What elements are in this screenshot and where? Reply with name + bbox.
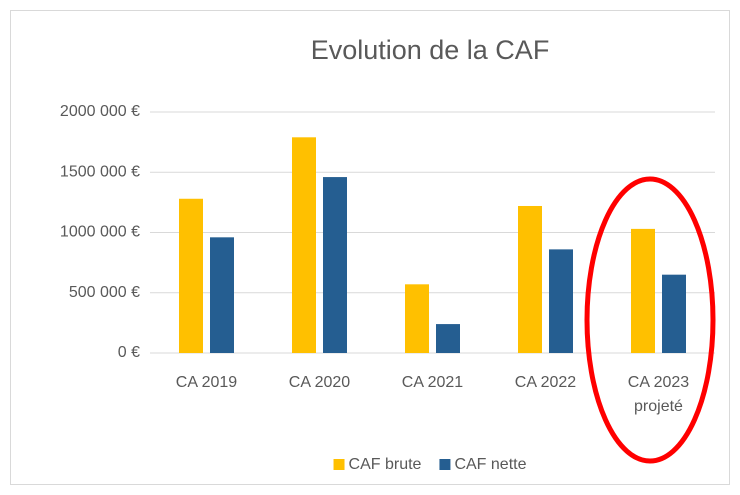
bar	[179, 198, 203, 353]
legend-label: CAF brute	[349, 456, 422, 473]
chart-border	[10, 10, 730, 485]
bar	[518, 205, 542, 353]
bar	[662, 274, 686, 353]
x-tick-label: CA 2021	[401, 374, 464, 391]
bar	[323, 177, 347, 353]
y-tick-label: 0 €	[118, 344, 140, 361]
bar	[631, 228, 655, 353]
x-tick-label: CA 2023 projeté	[627, 374, 690, 415]
y-tick-label: 1000 000 €	[60, 224, 140, 241]
bar	[210, 237, 234, 353]
x-tick-label: CA 2020	[288, 374, 351, 391]
y-tick-label: 500 000 €	[69, 284, 140, 301]
bar	[292, 137, 316, 353]
bar	[436, 324, 460, 353]
bar	[405, 284, 429, 353]
y-tick-label: 1500 000 €	[60, 163, 140, 180]
bar	[549, 249, 573, 353]
x-tick-label: CA 2022	[514, 374, 577, 391]
x-tick-label: CA 2019	[175, 374, 238, 391]
highlight-ellipse	[584, 176, 716, 464]
chart-title: Evolution de la CAF	[311, 35, 550, 65]
legend: CAF brute CAF nette	[333, 456, 527, 473]
y-tick-label: 2000 000 €	[60, 103, 140, 120]
legend-label: CAF nette	[454, 456, 526, 473]
legend-swatch	[439, 459, 451, 470]
legend-swatch	[333, 459, 345, 470]
